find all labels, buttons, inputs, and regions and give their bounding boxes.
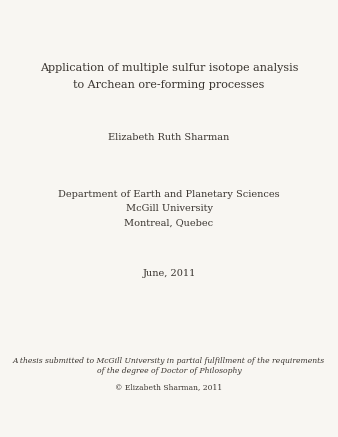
Text: June, 2011: June, 2011: [142, 269, 196, 277]
Text: Montreal, Quebec: Montreal, Quebec: [124, 219, 214, 228]
Text: to Archean ore-forming processes: to Archean ore-forming processes: [73, 80, 265, 90]
Text: © Elizabeth Sharman, 2011: © Elizabeth Sharman, 2011: [115, 383, 223, 391]
Text: Department of Earth and Planetary Sciences: Department of Earth and Planetary Scienc…: [58, 190, 280, 199]
Text: of the degree of Doctor of Philosophy: of the degree of Doctor of Philosophy: [97, 368, 241, 375]
Text: McGill University: McGill University: [125, 205, 213, 213]
Text: Application of multiple sulfur isotope analysis: Application of multiple sulfur isotope a…: [40, 63, 298, 73]
Text: A thesis submitted to McGill University in partial fulfillment of the requiremen: A thesis submitted to McGill University …: [13, 357, 325, 364]
Text: Elizabeth Ruth Sharman: Elizabeth Ruth Sharman: [108, 133, 230, 142]
